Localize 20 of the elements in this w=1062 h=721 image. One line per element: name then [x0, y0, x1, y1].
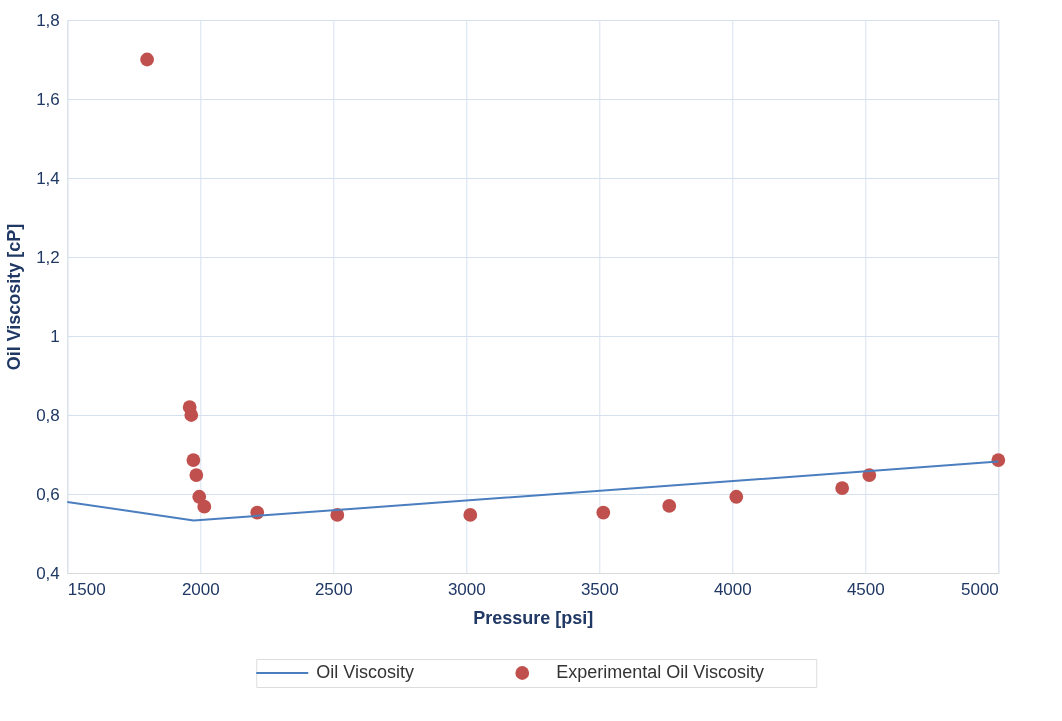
x-tick-label: 2500	[314, 579, 353, 599]
x-tick-label: 3500	[580, 579, 619, 599]
y-tick-label: 0,6	[36, 484, 60, 504]
x-tick-label: 2000	[181, 579, 220, 599]
y-tick-label: 1	[50, 326, 60, 346]
y-tick-label: 0,4	[36, 563, 60, 583]
y-tick-label: 1,4	[36, 168, 60, 188]
x-tick-label: 1500	[67, 579, 106, 599]
x-tick-label: 4500	[846, 579, 885, 599]
x-tick-label: 5000	[960, 579, 999, 599]
legend-label: Experimental Oil Viscosity	[556, 662, 764, 682]
x-axis-title: Pressure [psi]	[473, 607, 594, 628]
y-tick-label: 1,8	[36, 10, 60, 30]
legend-label: Oil Viscosity	[316, 662, 414, 682]
y-axis-title: Oil Viscosity [cP]	[4, 223, 25, 371]
y-tick-label: 0,8	[36, 405, 60, 425]
x-tick-label: 4000	[713, 579, 752, 599]
y-tick-label: 1,6	[36, 89, 60, 109]
x-tick-label: 3000	[447, 579, 486, 599]
y-tick-label: 1,2	[36, 247, 60, 267]
